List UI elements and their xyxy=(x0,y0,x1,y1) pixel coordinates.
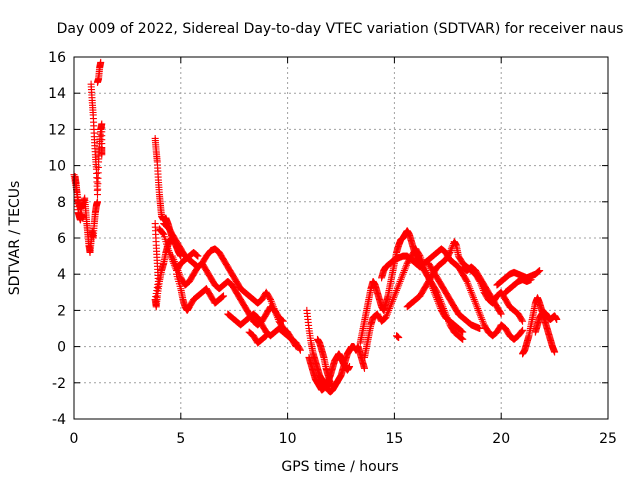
data-point xyxy=(536,267,544,275)
y-tick-label: -4 xyxy=(52,412,66,428)
y-tick-label: 8 xyxy=(57,195,66,211)
data-point xyxy=(266,294,274,302)
data-point xyxy=(458,328,466,336)
y-tick-label: -2 xyxy=(52,376,66,392)
data-point xyxy=(476,325,484,332)
series-trace23 xyxy=(501,276,535,296)
y-tick-label: 6 xyxy=(57,231,66,247)
chart-title: Day 009 of 2022, Sidereal Day-to-day VTE… xyxy=(57,21,624,37)
data-point xyxy=(262,332,270,340)
y-tick-label: 14 xyxy=(48,86,66,102)
y-tick-label: 16 xyxy=(48,50,66,66)
data-point xyxy=(519,326,527,334)
data-point xyxy=(459,335,467,343)
x-tick-label: 20 xyxy=(492,431,510,447)
series-trace18 xyxy=(378,245,527,343)
data-point xyxy=(328,382,336,390)
data-point xyxy=(296,345,304,353)
x-tick-label: 25 xyxy=(599,431,617,447)
y-tick-label: 12 xyxy=(48,122,66,138)
x-tick-label: 10 xyxy=(279,431,297,447)
data-point xyxy=(278,316,286,324)
data-point xyxy=(518,327,526,335)
y-tick-label: 0 xyxy=(57,340,66,356)
data-points xyxy=(70,58,561,396)
x-tick-label: 15 xyxy=(385,431,403,447)
y-axis-label: SDTVAR / TECUs xyxy=(7,181,23,296)
series-trace22 xyxy=(493,267,544,289)
series-trace4 xyxy=(93,58,105,86)
plot-frame xyxy=(73,56,609,420)
data-point xyxy=(194,252,202,260)
data-point xyxy=(457,327,465,335)
series-trace26 xyxy=(393,332,403,342)
series-trace25 xyxy=(531,308,561,336)
data-point xyxy=(296,346,304,354)
axis-ticks: 0 5 10 15 20 25 -4 -2 0 2 4 6 8 10 12 14 16 xyxy=(48,50,617,447)
data-point xyxy=(534,268,542,276)
data-point xyxy=(98,151,106,159)
data-point xyxy=(279,317,287,325)
series-trace12 xyxy=(245,328,270,347)
data-point xyxy=(458,335,466,343)
series-trace9 xyxy=(173,270,228,314)
data-point xyxy=(360,364,368,372)
data-point xyxy=(79,214,87,222)
series-trace11 xyxy=(224,310,304,354)
data-point xyxy=(527,276,535,284)
grid xyxy=(74,57,608,419)
data-point xyxy=(551,348,559,356)
x-tick-label: 0 xyxy=(70,431,79,447)
data-point xyxy=(279,317,287,325)
series-trace13 xyxy=(303,306,368,396)
data-point xyxy=(218,293,226,301)
data-point xyxy=(395,334,403,342)
data-point xyxy=(496,309,504,317)
series-trace15 xyxy=(314,335,336,390)
series-trace3 xyxy=(87,80,106,199)
data-point xyxy=(159,229,167,237)
data-point xyxy=(457,334,465,342)
series-trace1 xyxy=(70,171,101,256)
data-point xyxy=(535,267,543,275)
data-point xyxy=(445,250,453,258)
x-tick-label: 5 xyxy=(176,431,185,447)
data-point xyxy=(220,292,228,300)
data-point xyxy=(193,251,201,259)
data-point xyxy=(262,332,270,340)
data-point xyxy=(261,333,269,341)
series-trace10 xyxy=(155,225,202,275)
x-axis-label: GPS time / hours xyxy=(281,459,398,475)
data-point xyxy=(518,316,526,324)
data-point xyxy=(462,276,470,284)
data-point xyxy=(192,251,200,259)
data-point xyxy=(519,317,527,325)
data-point xyxy=(459,328,467,336)
data-point xyxy=(553,315,561,323)
data-point xyxy=(346,363,354,371)
series-trace2 xyxy=(71,172,87,224)
y-tick-label: 4 xyxy=(57,267,66,283)
data-point xyxy=(415,251,423,259)
y-tick-label: 10 xyxy=(48,159,66,175)
y-tick-label: 2 xyxy=(57,303,66,319)
series-trace21 xyxy=(459,263,505,318)
data-point xyxy=(97,58,105,66)
data-point xyxy=(219,293,227,301)
data-point xyxy=(93,198,101,206)
series-trace20 xyxy=(425,259,484,332)
data-point xyxy=(497,310,505,318)
